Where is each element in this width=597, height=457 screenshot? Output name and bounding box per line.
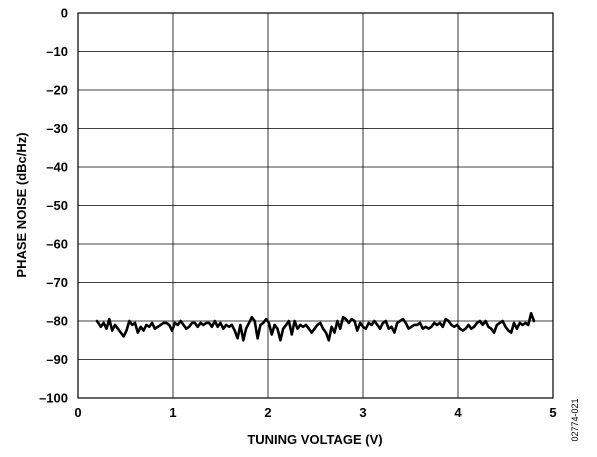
x-tick-label: 4 bbox=[454, 405, 462, 420]
y-tick-label: –10 bbox=[46, 44, 68, 59]
y-tick-label: –60 bbox=[46, 237, 68, 252]
y-tick-labels: 0 –10 –20 –30 –40 –50 –60 –70 –80 –90 –100 bbox=[39, 6, 68, 406]
y-tick-label: –50 bbox=[46, 198, 68, 213]
y-tick-label: –70 bbox=[46, 275, 68, 290]
y-tick-label: –80 bbox=[46, 314, 68, 329]
x-axis-label: TUNING VOLTAGE (V) bbox=[247, 432, 382, 447]
phase-noise-line bbox=[95, 311, 536, 342]
plot-frame bbox=[77, 12, 554, 399]
y-tick-label: 0 bbox=[61, 6, 68, 21]
y-tick-label: –20 bbox=[46, 83, 68, 98]
x-tick-label: 1 bbox=[169, 405, 176, 420]
series-layer bbox=[95, 311, 536, 342]
x-tick-label: 0 bbox=[74, 405, 81, 420]
y-axis-label: PHASE NOISE (dBc/Hz) bbox=[14, 132, 29, 277]
y-tick-label: –100 bbox=[39, 391, 68, 406]
y-tick-label: –40 bbox=[46, 160, 68, 175]
x-tick-labels: 0 1 2 3 4 5 bbox=[74, 405, 556, 420]
figure-id: 02774-021 bbox=[570, 398, 580, 441]
grid-lines bbox=[77, 12, 554, 399]
y-tick-label: –30 bbox=[46, 121, 68, 136]
x-tick-label: 5 bbox=[549, 405, 556, 420]
y-tick-label: –90 bbox=[46, 352, 68, 367]
x-tick-label: 2 bbox=[264, 405, 271, 420]
x-tick-label: 3 bbox=[359, 405, 366, 420]
